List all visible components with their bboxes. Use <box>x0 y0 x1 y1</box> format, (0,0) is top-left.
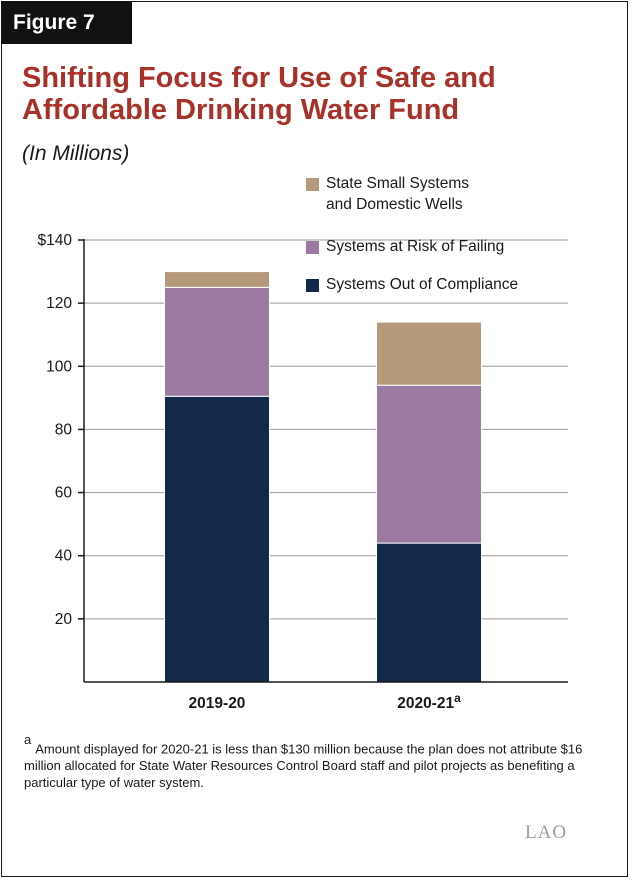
legend-swatch <box>306 178 319 191</box>
y-tick-label: 120 <box>46 295 72 312</box>
legend-label: State Small Systems and Domestic Wells <box>326 175 469 213</box>
x-tick-label: 2019-20 <box>189 695 246 712</box>
bar-segment-small-systems <box>164 271 270 288</box>
bar-segment-out-of-compliance <box>164 395 270 683</box>
x-tick-label: 2020-21a <box>397 691 461 712</box>
bars <box>164 271 482 683</box>
legend-swatch <box>306 279 319 292</box>
chart-title: Shifting Focus for Use of Safe and Affor… <box>22 62 496 126</box>
y-tick-label: 40 <box>55 548 73 565</box>
footnote: aAmount displayed for 2020-21 is less th… <box>24 732 604 791</box>
lao-logo: LAO <box>525 822 568 843</box>
x-tick-superscript: a <box>454 691 461 705</box>
footnote-text: Amount displayed for 2020-21 is less tha… <box>24 741 583 791</box>
bar-segment-out-of-compliance <box>376 542 482 683</box>
y-tick-label: 20 <box>55 611 73 628</box>
axis-labels: 20 40 60 80 100 120 $140 2019-20 2020-21a <box>38 232 462 712</box>
chart-subtitle: (In Millions) <box>22 142 130 165</box>
legend-label: Systems Out of Compliance <box>326 276 519 293</box>
bar-segment-at-risk <box>376 384 482 544</box>
legend-swatch <box>306 241 319 254</box>
y-tick-label: 100 <box>46 358 72 375</box>
axes <box>78 239 568 683</box>
y-tick-label: 80 <box>55 421 73 438</box>
gridlines <box>84 239 568 620</box>
bar-segment-at-risk <box>164 286 270 397</box>
bar-segment-small-systems <box>376 321 482 386</box>
legend-label: Systems at Risk of Failing <box>326 238 505 255</box>
footnote-marker: a <box>24 732 32 747</box>
y-tick-label: $140 <box>38 232 73 249</box>
figure-label: Figure 7 <box>1 1 132 44</box>
y-tick-label: 60 <box>55 485 73 502</box>
